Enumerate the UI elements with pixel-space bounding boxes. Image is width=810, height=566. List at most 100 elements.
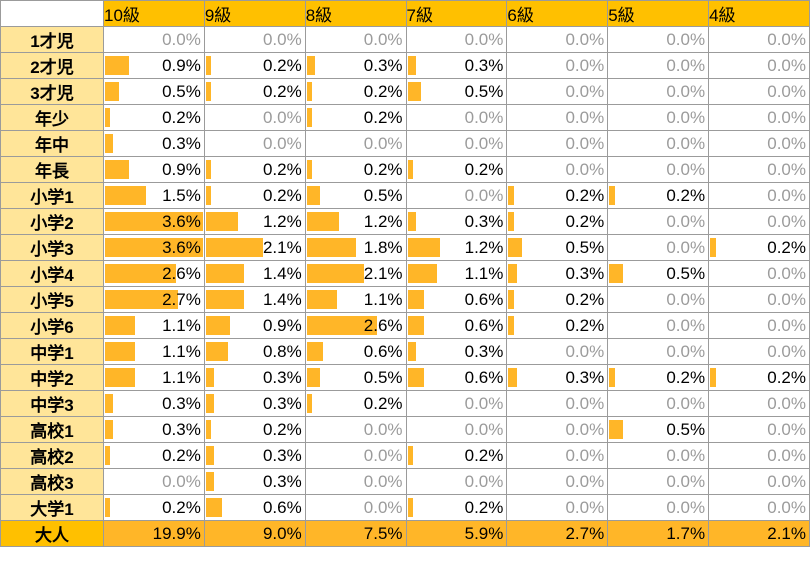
data-cell: 0.0% [708,182,810,209]
table-row: 小学2 3.6% 1.2% 1.2% 0.3% 0.2% 0.0% 0.0% [0,208,810,235]
data-cell: 0.3% [304,52,407,79]
cell-value: 1.7% [666,523,706,543]
data-cell: 7.5% [304,520,407,547]
data-bar [407,316,424,335]
data-cell: 0.5% [304,364,407,391]
data-cell: 1.1% [405,260,508,287]
cell-value: 0.0% [363,419,403,439]
data-bar [205,498,223,517]
data-bar [508,290,514,309]
cell-value: 0.2% [262,419,302,439]
cell-value: 0.2% [565,289,605,309]
data-cell: 0.0% [708,286,810,313]
data-cell: 0.0% [607,130,710,157]
cell-value: 0.0% [666,81,706,101]
data-bar [205,394,214,413]
cell-value: 0.0% [767,133,806,153]
data-bar [306,56,315,75]
data-cell: 0.3% [203,468,306,495]
cell-value: 0.0% [767,55,806,75]
data-cell: 0.6% [304,338,407,365]
data-cell: 0.0% [203,130,306,157]
data-bar [407,56,416,75]
cell-value: 0.3% [363,55,403,75]
cell-value: 0.0% [767,185,806,205]
table-row: 高校1 0.3% 0.2% 0.0% 0.0% 0.0% 0.5% 0.0% [0,416,810,443]
data-cell: 0.0% [103,468,205,495]
data-cell: 0.2% [304,78,407,105]
cell-value: 0.0% [262,29,302,49]
cell-value: 0.0% [464,419,504,439]
column-header: 4級 [708,0,810,27]
cell-value: 0.0% [363,29,403,49]
data-cell: 0.5% [304,182,407,209]
cell-value: 0.0% [767,211,806,231]
data-bar [609,420,623,439]
table-row: 高校2 0.2% 0.3% 0.0% 0.2% 0.0% 0.0% 0.0% [0,442,810,469]
data-cell: 0.0% [607,234,710,261]
data-cell: 0.0% [506,104,609,131]
data-cell: 0.0% [607,468,710,495]
cell-value: 1.4% [262,263,302,283]
data-cell: 5.9% [405,520,508,547]
data-cell: 0.0% [304,468,407,495]
data-cell: 0.0% [506,78,609,105]
data-cell: 0.0% [405,390,508,417]
cell-value: 0.0% [767,497,806,517]
row-label: 大人 [0,520,104,547]
row-label: 高校1 [0,416,104,443]
data-cell: 0.0% [607,286,710,313]
cell-value: 0.0% [565,445,605,465]
data-cell: 0.0% [708,338,810,365]
data-bar [105,264,176,283]
cell-value: 2.7% [565,523,605,543]
cell-value: 2.1% [363,263,403,283]
data-cell: 0.3% [405,338,508,365]
data-cell: 1.2% [304,208,407,235]
row-label: 小学3 [0,234,104,261]
table-row: 年長 0.9% 0.2% 0.2% 0.2% 0.0% 0.0% 0.0% [0,156,810,183]
data-cell: 2.1% [304,260,407,287]
table-row: 小学6 1.1% 0.9% 2.6% 0.6% 0.2% 0.0% 0.0% [0,312,810,339]
cell-value: 0.2% [363,107,403,127]
cell-value: 0.6% [464,289,504,309]
cell-value: 0.0% [666,445,706,465]
cell-value: 0.0% [767,81,806,101]
data-cell: 0.0% [405,130,508,157]
column-header: 10級 [103,0,205,27]
cell-value: 0.0% [767,393,806,413]
cell-value: 0.9% [162,159,201,179]
data-cell: 0.0% [506,416,609,443]
data-cell: 0.2% [506,182,609,209]
row-label: 高校3 [0,468,104,495]
cell-value: 0.2% [565,315,605,335]
cell-value: 0.5% [162,81,201,101]
data-cell: 0.0% [304,416,407,443]
cell-value: 0.6% [464,315,504,335]
cell-value: 3.6% [162,211,201,231]
data-bar [508,212,514,231]
data-cell: 0.0% [203,26,306,53]
data-bar [407,212,416,231]
data-cell: 1.1% [103,338,205,365]
data-cell: 0.0% [708,26,810,53]
cell-value: 0.8% [262,341,302,361]
data-bar [508,264,517,283]
data-cell: 2.6% [103,260,205,287]
data-cell: 0.0% [708,390,810,417]
table-row: 小学4 2.6% 1.4% 2.1% 1.1% 0.3% 0.5% 0.0% [0,260,810,287]
cell-value: 1.8% [363,237,403,257]
cell-value: 0.3% [262,367,302,387]
corner-cell [0,0,104,27]
data-bar [205,264,244,283]
table-row: 年中 0.3% 0.0% 0.0% 0.0% 0.0% 0.0% 0.0% [0,130,810,157]
cell-value: 2.1% [767,523,806,543]
cell-value: 0.2% [565,211,605,231]
data-cell: 0.0% [708,52,810,79]
column-header: 7級 [405,0,508,27]
data-cell: 0.0% [405,416,508,443]
data-bar [105,186,146,205]
cell-value: 0.0% [363,133,403,153]
table-row: 中学1 1.1% 0.8% 0.6% 0.3% 0.0% 0.0% 0.0% [0,338,810,365]
data-cell: 0.2% [103,494,205,521]
